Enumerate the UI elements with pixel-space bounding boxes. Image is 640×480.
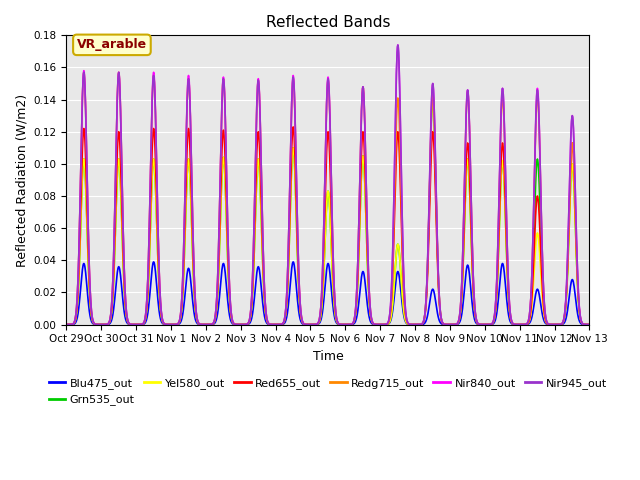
Nir945_out (63, 322, 70, 327)
Red655_out (63, 322, 70, 327)
Nir945_out (477, 322, 485, 327)
Yel580_out (478, 322, 486, 327)
Nir945_out (409, 322, 417, 327)
Grn535_out (237, 322, 245, 327)
Grn535_out (63, 322, 70, 327)
Grn535_out (429, 97, 436, 103)
Red655_out (516, 322, 524, 327)
Line: Yel580_out: Yel580_out (67, 96, 589, 324)
Nir840_out (179, 277, 186, 283)
Legend: Blu475_out, Grn535_out, Yel580_out, Red655_out, Redg715_out, Nir840_out, Nir945_: Blu475_out, Grn535_out, Yel580_out, Red6… (44, 373, 611, 410)
Yel580_out (524, 321, 532, 326)
Blu475_out (409, 322, 417, 327)
Blu475_out (524, 321, 532, 327)
Nir840_out (394, 42, 402, 48)
Redg715_out (586, 322, 593, 327)
Redg715_out (477, 322, 485, 327)
Line: Nir840_out: Nir840_out (67, 45, 589, 324)
Nir945_out (179, 277, 186, 283)
Red655_out (289, 124, 297, 130)
Blu475_out (63, 322, 70, 327)
Line: Red655_out: Red655_out (67, 127, 589, 324)
Nir840_out (551, 322, 559, 327)
Blu475_out (166, 322, 174, 327)
Redg715_out (63, 322, 70, 327)
Redg715_out (551, 322, 559, 327)
Yel580_out (409, 322, 417, 327)
Red655_out (409, 322, 417, 327)
Grn535_out (166, 322, 174, 327)
Blu475_out (478, 322, 486, 327)
Yel580_out (376, 322, 384, 327)
Nir840_out (586, 322, 593, 327)
Red655_out (237, 322, 245, 327)
Yel580_out (237, 322, 245, 327)
Yel580_out (63, 322, 70, 327)
Red655_out (166, 322, 174, 327)
Nir945_out (394, 42, 402, 48)
Blu475_out (586, 322, 593, 327)
Title: Reflected Bands: Reflected Bands (266, 15, 390, 30)
Nir840_out (237, 322, 245, 327)
Grn535_out (478, 322, 486, 327)
Red655_out (477, 322, 485, 327)
Y-axis label: Reflected Radiation (W/m2): Reflected Radiation (W/m2) (15, 94, 28, 266)
Red655_out (586, 322, 593, 327)
Line: Redg715_out: Redg715_out (67, 72, 589, 324)
Red655_out (524, 320, 532, 326)
Blu475_out (412, 322, 419, 327)
Nir840_out (477, 322, 485, 327)
Nir945_out (524, 320, 531, 325)
Red655_out (179, 287, 186, 292)
Redg715_out (409, 322, 417, 327)
Nir945_out (551, 322, 559, 327)
Redg715_out (80, 70, 88, 75)
Redg715_out (237, 322, 245, 327)
Blu475_out (150, 259, 157, 265)
Redg715_out (179, 267, 187, 273)
Nir840_out (524, 320, 531, 325)
Nir945_out (166, 322, 174, 327)
Grn535_out (586, 322, 593, 327)
Nir945_out (586, 322, 593, 327)
X-axis label: Time: Time (312, 350, 343, 363)
Redg715_out (524, 320, 531, 326)
Yel580_out (586, 322, 593, 327)
Yel580_out (166, 322, 174, 327)
Line: Blu475_out: Blu475_out (67, 262, 589, 324)
Line: Nir945_out: Nir945_out (67, 45, 589, 324)
Nir840_out (63, 322, 70, 327)
Blu475_out (237, 322, 245, 327)
Grn535_out (376, 322, 384, 327)
Nir840_out (409, 322, 417, 327)
Yel580_out (429, 94, 436, 99)
Yel580_out (179, 292, 186, 298)
Grn535_out (524, 320, 532, 325)
Nir840_out (166, 322, 174, 327)
Redg715_out (166, 322, 174, 327)
Text: VR_arable: VR_arable (77, 38, 147, 51)
Grn535_out (409, 322, 417, 327)
Nir945_out (237, 322, 245, 327)
Blu475_out (179, 309, 187, 315)
Line: Grn535_out: Grn535_out (67, 100, 589, 324)
Grn535_out (179, 292, 186, 298)
